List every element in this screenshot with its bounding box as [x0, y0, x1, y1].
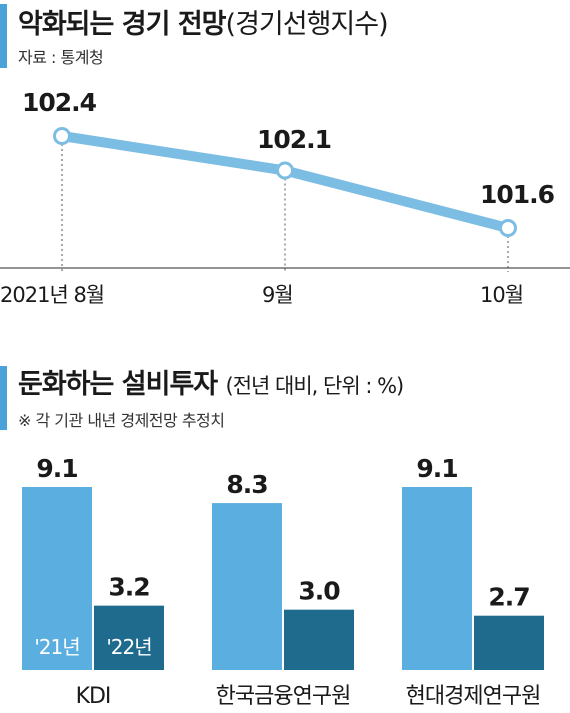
bar [94, 605, 164, 670]
line-chart-value-label: 101.6 [480, 180, 555, 209]
bar-category-label: 현대경제연구원 [406, 684, 541, 709]
bar-value-label: 3.0 [298, 577, 340, 606]
legend-label: '21년 [34, 635, 79, 659]
bar-chart-title-row: 둔화하는 설비투자 (전년 대비, 단위 : %) [18, 362, 405, 401]
bar-value-label: 9.1 [416, 454, 457, 483]
line-chart-value-label: 102.1 [257, 125, 331, 154]
bar-chart-note: ※ 각 기관 내년 경제전망 추정치 [18, 411, 225, 430]
line-chart-title-row: 악화되는 경기 전망(경기선행지수) [18, 2, 389, 41]
bar-chart-title: 둔화하는 설비투자 [18, 369, 218, 400]
bar-value-label: 2.7 [488, 583, 529, 612]
line-chart-point [53, 127, 71, 145]
bar [212, 503, 282, 670]
bar-value-label: 3.2 [108, 573, 149, 602]
bar [22, 487, 92, 670]
line-chart-point [276, 161, 294, 180]
bar-chart-subtitle: (전년 대비, 단위 : %) [225, 374, 405, 398]
line-chart-value-label: 102.4 [22, 88, 97, 117]
line-chart-x-label: 9월 [262, 283, 293, 307]
bar-category-label: 한국금융연구원 [216, 684, 351, 709]
bar-value-label: 8.3 [226, 470, 267, 499]
bar-section-accent [0, 366, 7, 430]
line-section-accent [0, 4, 7, 68]
line-chart-x-label: 2021년 8월 [0, 283, 104, 307]
bar [402, 487, 472, 670]
bar-value-label: 9.1 [36, 454, 77, 483]
line-chart-subtitle: (경기선행지수) [225, 9, 389, 40]
bar [474, 615, 544, 670]
bar-category-label: KDI [76, 684, 111, 709]
line-chart: 102.4 102.1 101.6 2021년 8월 9월 10월 [0, 88, 570, 307]
legend-label: '22년 [106, 635, 151, 659]
line-chart-source: 자료 : 통계청 [18, 48, 104, 67]
line-chart-point [499, 219, 517, 237]
line-chart-x-label: 10월 [480, 283, 523, 307]
bar [284, 609, 354, 670]
line-chart-title: 악화되는 경기 전망 [18, 9, 227, 40]
